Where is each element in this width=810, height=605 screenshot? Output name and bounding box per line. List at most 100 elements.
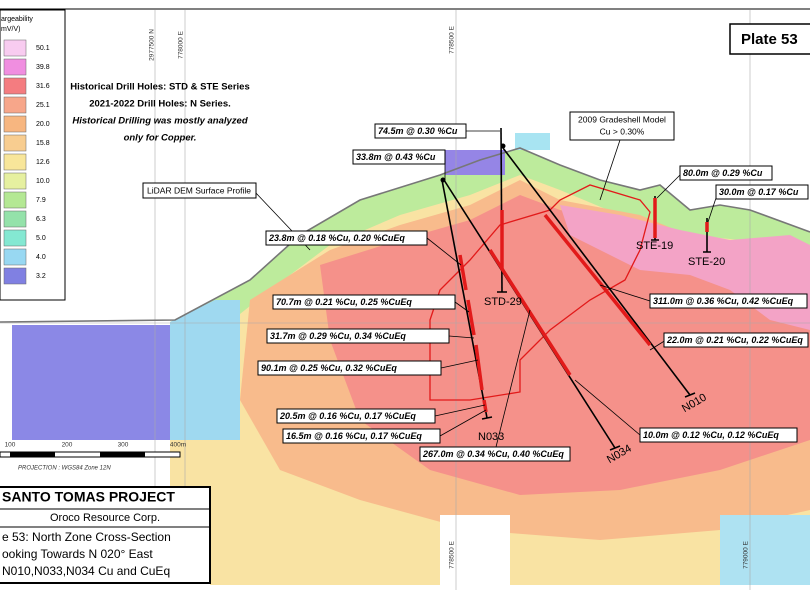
grid-label: 778500 E xyxy=(449,540,456,568)
title-box xyxy=(0,486,211,584)
intercept xyxy=(466,299,476,336)
leader xyxy=(495,309,531,448)
legend-label: 6.3 xyxy=(36,216,46,223)
legend-swatch xyxy=(3,39,27,57)
legend-label: 20.0 xyxy=(36,121,50,128)
scale-label: 300 xyxy=(118,442,129,449)
end-tick xyxy=(609,445,621,451)
chargeability-section xyxy=(12,133,810,585)
label-box xyxy=(282,428,441,444)
intercepts xyxy=(458,198,709,413)
label-box xyxy=(639,427,798,443)
leader xyxy=(649,339,667,351)
collars xyxy=(440,143,711,451)
legend-swatch xyxy=(3,191,27,209)
intercept-label: 90.1m @ 0.25 %Cu, 0.32 %CuEq xyxy=(261,363,397,373)
projection: PROJECTION : WGS84 Zone 12N xyxy=(18,466,111,472)
scale-segment xyxy=(100,452,145,457)
intercept xyxy=(474,344,484,391)
scale-bar: 100 200 300 400m PROJECTION : WGS84 Zone… xyxy=(0,442,186,472)
intercept-label: 20.5m @ 0.16 %Cu, 0.17 %CuEq xyxy=(279,411,416,421)
leader xyxy=(426,237,462,266)
legend-label: 39.8 xyxy=(36,64,50,71)
label-box xyxy=(419,446,571,462)
grid-label: 2977500 N xyxy=(149,29,156,61)
legend-swatch xyxy=(3,210,27,228)
intercept-label: 311.0m @ 0.36 %Cu, 0.42 %CuEq xyxy=(653,296,794,306)
intercept-label: 74.5m @ 0.30 %Cu xyxy=(378,126,458,136)
gradeshell-outline xyxy=(429,184,651,401)
legend-label: 7.9 xyxy=(36,197,46,204)
label-box xyxy=(715,184,809,200)
note: 2021-2022 Drill Holes: N Series. xyxy=(89,99,231,110)
end-tick xyxy=(684,392,696,398)
gradeshell-label: 2009 Gradeshell Model xyxy=(578,114,666,124)
legend-swatch xyxy=(3,134,27,152)
cyan-patch-top xyxy=(515,133,550,150)
hole-label: N033 xyxy=(478,431,504,443)
intercept xyxy=(488,249,572,376)
legend-swatch xyxy=(3,172,27,190)
legend-label: 10.0 xyxy=(36,178,50,185)
leader xyxy=(440,359,479,369)
leader xyxy=(599,139,621,201)
end-tick xyxy=(481,416,493,420)
project-title: SANTO TOMAS PROJECT xyxy=(2,489,175,505)
label-box xyxy=(266,328,450,344)
scale-label: 200 xyxy=(62,442,73,449)
intercept-label: 267.0m @ 0.34 %Cu, 0.40 %CuEq xyxy=(422,449,564,459)
label-box xyxy=(374,123,467,139)
legend-swatch xyxy=(3,229,27,247)
label-box xyxy=(679,165,773,181)
label-box xyxy=(352,149,446,165)
legend-label: 3.2 xyxy=(36,273,46,280)
plate-title: ooking Towards N 020° East xyxy=(2,547,153,561)
label-box xyxy=(663,332,809,348)
legend-swatch xyxy=(3,248,27,266)
legend-swatch xyxy=(3,77,27,95)
leader xyxy=(574,379,641,436)
hole-label: STE-20 xyxy=(688,256,725,268)
legend-label: 5.0 xyxy=(36,235,46,242)
legend-swatch xyxy=(3,153,27,171)
label-box xyxy=(649,293,808,309)
label-box xyxy=(142,182,257,199)
grid-label: 778500 E xyxy=(449,25,456,53)
plate-label: Plate 53 xyxy=(741,31,798,48)
legend-label: 4.0 xyxy=(36,254,46,261)
intercept-labels: 74.5m @ 0.30 %Cu 33.8m @ 0.43 %Cu 80.0m … xyxy=(257,123,809,462)
legend-swatch xyxy=(3,58,27,76)
lidar-label: LiDAR DEM Surface Profile xyxy=(147,185,251,195)
intercept-label: 10.0m @ 0.12 %Cu, 0.12 %CuEq xyxy=(643,430,779,440)
legend-title: mV/V) xyxy=(1,26,20,33)
label-box xyxy=(569,111,675,141)
scale-label: 100 xyxy=(5,442,16,449)
legend-title: argeability xyxy=(1,16,33,23)
intercept-label: 80.0m @ 0.29 %Cu xyxy=(683,168,763,178)
legend-label: 12.6 xyxy=(36,159,50,166)
intercept xyxy=(543,213,652,347)
leader xyxy=(656,172,683,199)
label-box xyxy=(272,294,456,310)
plate-title: e 53: North Zone Cross-Section xyxy=(2,530,171,544)
legend-swatch xyxy=(3,267,27,285)
collar xyxy=(440,177,446,183)
intercept-label: 30.0m @ 0.17 %Cu xyxy=(719,187,799,197)
legend-label: 31.6 xyxy=(36,83,50,90)
cyan-patch xyxy=(720,515,810,585)
legend-swatch xyxy=(3,115,27,133)
label-box xyxy=(257,360,442,376)
leader xyxy=(454,301,470,313)
title-block: SANTO TOMAS PROJECT Oroco Resource Corp.… xyxy=(0,486,211,584)
note: Historical Drilling was mostly analyzed xyxy=(72,116,247,127)
legend: argeability mV/V) 50.1 39.8 31.6 25.1 20.0 15… xyxy=(0,9,66,301)
plate-box xyxy=(729,23,810,55)
intercept-label: 22.0m @ 0.21 %Cu, 0.22 %CuEq xyxy=(666,335,803,345)
intercept-label: 33.8m @ 0.43 %Cu xyxy=(356,152,436,162)
surface-profile xyxy=(0,147,810,323)
legend-swatch xyxy=(3,96,27,114)
plate-title: N010,N033,N034 Cu and CuEq xyxy=(2,564,170,578)
intercept-label: 23.8m @ 0.18 %Cu, 0.20 %CuEq xyxy=(268,233,405,243)
